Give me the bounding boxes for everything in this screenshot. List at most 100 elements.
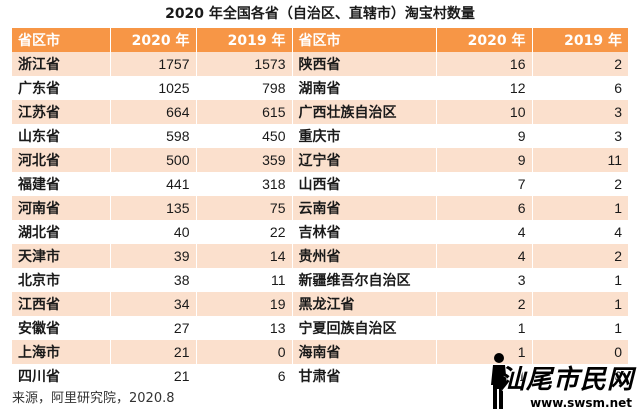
- cell-count-2020-left: 21: [110, 364, 197, 388]
- cell-count-2020-left: 598: [110, 124, 197, 148]
- cell-province-right: 广西壮族自治区: [292, 100, 437, 124]
- cell-count-2019-left: 450: [196, 124, 293, 148]
- cell-count-2020-right: 4: [436, 244, 533, 268]
- header-2020-left: 2020 年: [110, 28, 197, 52]
- cell-province-left: 山东省: [12, 124, 111, 148]
- cell-count-2019-right: 4: [532, 220, 628, 244]
- table-body: 浙江省 1757 1573 陕西省 16 2 广东省 1025 798 湖南省 12 6 江苏省 664 6…: [12, 52, 628, 388]
- cell-province-right: 吉林省: [292, 220, 437, 244]
- cell-count-2020-left: 135: [110, 196, 197, 220]
- cell-count-2019-right: 0: [532, 340, 628, 364]
- cell-count-2020-right: 4: [436, 220, 533, 244]
- cell-province-left: 河南省: [12, 196, 111, 220]
- table-row: 广东省 1025 798 湖南省 12 6: [12, 76, 628, 100]
- cell-province-right: 辽宁省: [292, 148, 437, 172]
- cell-count-2019-right: 3: [532, 100, 628, 124]
- cell-province-right: 黑龙江省: [292, 292, 437, 316]
- cell-province-left: 江苏省: [12, 100, 111, 124]
- cell-count-2020-right: 3: [436, 268, 533, 292]
- cell-province-left: 上海市: [12, 340, 111, 364]
- cell-province-right: 海南省: [292, 340, 437, 364]
- cell-count-2019-left: 14: [196, 244, 293, 268]
- cell-count-2019-right: 1: [532, 268, 628, 292]
- cell-count-2020-right: 9: [436, 124, 533, 148]
- header-2019-right: 2019 年: [532, 28, 628, 52]
- cell-count-2020-right: 9: [436, 148, 533, 172]
- cell-province-right: 甘肃省: [292, 364, 437, 388]
- cell-count-2020-right: 7: [436, 172, 533, 196]
- table-row: 浙江省 1757 1573 陕西省 16 2: [12, 52, 628, 76]
- source-note: 来源，阿里研究院，2020.8: [12, 391, 175, 406]
- cell-count-2020-left: 500: [110, 148, 197, 172]
- cell-count-2020-right: 12: [436, 76, 533, 100]
- cell-count-2019-left: 798: [196, 76, 293, 100]
- header-province-right: 省区市: [292, 28, 437, 52]
- header-2020-right: 2020 年: [436, 28, 533, 52]
- table-row: 湖北省 40 22 吉林省 4 4: [12, 220, 628, 244]
- table-row: 上海市 21 0 海南省 1 0: [12, 340, 628, 364]
- cell-count-2020-left: 40: [110, 220, 197, 244]
- cell-count-2020-left: 664: [110, 100, 197, 124]
- table-row: 江苏省 664 615 广西壮族自治区 10 3: [12, 100, 628, 124]
- table-row: 福建省 441 318 山西省 7 2: [12, 172, 628, 196]
- table-row: 四川省 21 6 甘肃省 1 0: [12, 364, 628, 388]
- cell-count-2020-left: 38: [110, 268, 197, 292]
- cell-count-2020-left: 441: [110, 172, 197, 196]
- cell-count-2019-left: 1573: [196, 52, 293, 76]
- table-title: 2020 年全国各省（自治区、直辖市）淘宝村数量: [165, 6, 475, 22]
- cell-province-left: 浙江省: [12, 52, 111, 76]
- cell-count-2020-right: 10: [436, 100, 533, 124]
- cell-count-2020-right: 1: [436, 340, 533, 364]
- watermark-site-name: 汕尾市民网: [498, 365, 634, 395]
- cell-count-2020-left: 39: [110, 244, 197, 268]
- cell-count-2020-left: 21: [110, 340, 197, 364]
- cell-count-2019-right: 1: [532, 316, 628, 340]
- cell-count-2019-left: 11: [196, 268, 293, 292]
- cell-count-2019-right: 11: [532, 148, 628, 172]
- cell-province-right: 云南省: [292, 196, 437, 220]
- cell-province-left: 福建省: [12, 172, 111, 196]
- cell-count-2020-left: 27: [110, 316, 197, 340]
- taobao-village-table: 省区市 2020 年 2019 年 省区市 2020 年 2019 年 浙江省 1…: [12, 28, 628, 388]
- table-row: 天津市 39 14 贵州省 4 2: [12, 244, 628, 268]
- cell-province-left: 江西省: [12, 292, 111, 316]
- cell-province-left: 安徽省: [12, 316, 111, 340]
- cell-count-2019-left: 615: [196, 100, 293, 124]
- cell-count-2020-left: 1025: [110, 76, 197, 100]
- cell-count-2019-left: 318: [196, 172, 293, 196]
- cell-province-right: 陕西省: [292, 52, 437, 76]
- table-row: 江西省 34 19 黑龙江省 2 1: [12, 292, 628, 316]
- table-row: 河北省 500 359 辽宁省 9 11: [12, 148, 628, 172]
- cell-count-2020-right: 6: [436, 196, 533, 220]
- cell-province-left: 河北省: [12, 148, 111, 172]
- cell-count-2019-right: 2: [532, 52, 628, 76]
- silhouette-figure-icon: [491, 353, 507, 409]
- table-header-row: 省区市 2020 年 2019 年 省区市 2020 年 2019 年: [12, 28, 628, 52]
- cell-count-2020-right: 1: [436, 364, 533, 388]
- cell-province-left: 湖北省: [12, 220, 111, 244]
- cell-count-2019-left: 359: [196, 148, 293, 172]
- cell-province-right: 湖南省: [292, 76, 437, 100]
- cell-count-2019-left: 19: [196, 292, 293, 316]
- cell-province-right: 重庆市: [292, 124, 437, 148]
- cell-count-2019-left: 0: [196, 340, 293, 364]
- cell-count-2020-right: 16: [436, 52, 533, 76]
- cell-count-2019-right: 6: [532, 76, 628, 100]
- cell-province-right: 山西省: [292, 172, 437, 196]
- cell-count-2019-right: 2: [532, 172, 628, 196]
- header-province-left: 省区市: [12, 28, 111, 52]
- cell-count-2019-right: 1: [532, 196, 628, 220]
- cell-count-2019-right: 2: [532, 244, 628, 268]
- table-row: 安徽省 27 13 宁夏回族自治区 1 1: [12, 316, 628, 340]
- watermark-url: www.swsm.net: [530, 396, 632, 410]
- cell-province-left: 天津市: [12, 244, 111, 268]
- cell-count-2019-left: 75: [196, 196, 293, 220]
- cell-count-2020-right: 1: [436, 316, 533, 340]
- table-row: 河南省 135 75 云南省 6 1: [12, 196, 628, 220]
- cell-province-right: 宁夏回族自治区: [292, 316, 437, 340]
- watermark: 汕尾市民网 www.swsm.net: [474, 345, 634, 415]
- cell-count-2019-left: 22: [196, 220, 293, 244]
- cell-count-2019-left: 6: [196, 364, 293, 388]
- cell-count-2020-right: 2: [436, 292, 533, 316]
- cell-count-2019-left: 13: [196, 316, 293, 340]
